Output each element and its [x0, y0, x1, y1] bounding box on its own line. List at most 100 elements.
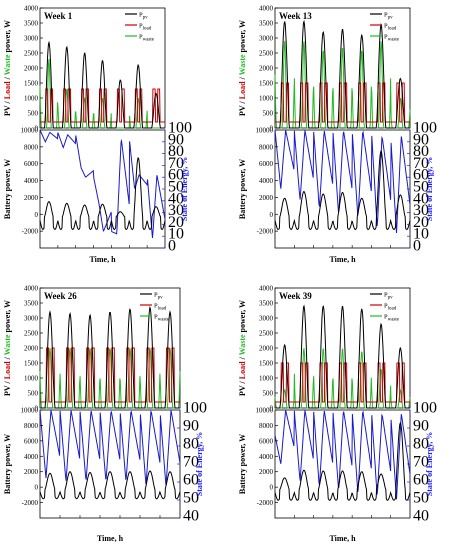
soe-ytick-label: 100: [168, 120, 192, 137]
panel-4: 0 500 1000 1500 2000 2500 3000 3500 4000 -2000 0 20…: [238, 285, 437, 544]
battery-power-line: [39, 470, 181, 500]
legend-label-main: P: [139, 23, 143, 30]
power-axis-label-part: PV: [3, 105, 12, 116]
top-ytick-label: 4000: [24, 285, 39, 293]
legend-label-main: P: [154, 314, 158, 321]
legend-label-sub: waste: [388, 318, 400, 323]
top-ytick-label: 2000: [24, 345, 39, 353]
legend-label-sub: pv: [388, 296, 394, 301]
bottom-ytick-label: 2000: [24, 468, 39, 476]
top-ytick-label: 1000: [259, 375, 274, 383]
soe-ytick-label: 10: [413, 226, 429, 243]
top-ytick-label: 0: [35, 405, 39, 413]
power-axis-label: PV / Load / Waste power, W: [238, 300, 247, 396]
top-ytick-label: 1000: [24, 95, 39, 103]
bottom-ytick-label: 6000: [259, 437, 274, 445]
top-ytick-label: 0: [270, 405, 274, 413]
top-ytick-label: 1500: [24, 360, 39, 368]
power-axis-label-part: Waste: [238, 334, 247, 355]
legend-label-main: P: [384, 292, 388, 299]
x-axis-label: Time, h: [329, 534, 356, 543]
soe-ytick-label: 30: [413, 202, 429, 219]
load-power-line: [275, 82, 410, 123]
legend-label-sub: waste: [143, 38, 155, 43]
bottom-ytick-label: 10000: [21, 127, 39, 135]
top-ytick-label: 2500: [259, 330, 274, 338]
soe-axis-label: State of Energy, %: [425, 432, 434, 496]
top-ytick-label: 3000: [24, 315, 39, 323]
soe-ytick-label: 60: [413, 167, 429, 184]
power-axis-label-part: Waste: [238, 54, 247, 75]
top-ytick-label: 1000: [24, 375, 39, 383]
bottom-ytick-label: 0: [270, 484, 274, 492]
panel-2: 05001000150020002500300035004000-2000020…: [238, 5, 437, 265]
legend-label-sub: load: [143, 27, 152, 32]
top-ytick-label: 500: [263, 110, 274, 118]
week-title: Week 13: [279, 11, 312, 21]
legend-label-sub: pv: [158, 296, 164, 301]
battery-axis-label: Battery power, W: [3, 434, 12, 494]
bottom-ytick-label: 8000: [24, 143, 39, 151]
top-ytick-label: 0: [270, 125, 274, 133]
waste-power-line: [39, 58, 165, 129]
bottom-ytick-label: -2000: [257, 228, 274, 236]
power-axis-label-part: Load: [3, 81, 12, 99]
bottom-ytick-label: 10000: [256, 407, 274, 415]
battery-power-line: [39, 156, 166, 231]
battery-axis-label: Battery power, W: [238, 434, 247, 494]
power-axis-label-part: /: [3, 99, 12, 105]
soe-ytick-label: 60: [413, 472, 429, 489]
top-ytick-label: 3500: [24, 20, 39, 28]
top-ytick-label: 2500: [259, 50, 274, 58]
legend-label-main: P: [384, 314, 388, 321]
week-title: Week 39: [279, 291, 312, 301]
legend-label-sub: load: [388, 307, 397, 312]
x-axis-label: Time, h: [329, 255, 356, 264]
top-ytick-label: 3500: [24, 300, 39, 308]
state-of-energy-line: [274, 410, 411, 500]
bottom-ytick-label: 4000: [24, 177, 39, 185]
bottom-ytick-label: 0: [270, 211, 274, 219]
load-power-line: [275, 362, 410, 403]
bottom-ytick-label: 4000: [259, 453, 274, 461]
legend-label-main: P: [139, 12, 143, 19]
soe-ytick-label: 30: [168, 202, 184, 219]
top-ytick-label: 2000: [259, 345, 274, 353]
soe-ytick-label: 60: [183, 472, 199, 489]
bottom-ytick-label: -2000: [257, 499, 274, 507]
top-ytick-label: 3000: [259, 35, 274, 43]
waste-power-line: [274, 40, 411, 129]
soe-ytick-label: 50: [183, 490, 199, 507]
power-axis-label-part: power, W: [3, 300, 12, 334]
power-axis-label-part: power, W: [238, 20, 247, 54]
bottom-ytick-label: 6000: [24, 160, 39, 168]
power-axis-label-part: /: [238, 379, 247, 385]
top-ytick-label: 1500: [24, 80, 39, 88]
soe-axis-label: State of Energy, %: [180, 157, 189, 221]
soe-ytick-label: 80: [183, 436, 199, 453]
top-ytick-label: 3000: [259, 315, 274, 323]
legend-entry-pv: Ppv: [139, 12, 148, 21]
legend-label-sub: waste: [388, 38, 400, 43]
top-ytick-label: 2500: [24, 330, 39, 338]
legend-entry-load: Pload: [384, 303, 397, 312]
legend-entry-load: Pload: [139, 23, 152, 32]
week-title: Week 1: [44, 11, 73, 21]
soe-ytick-label: 70: [183, 454, 199, 471]
soe-ytick-label: 90: [168, 131, 184, 148]
pv-power-line: [40, 40, 165, 129]
soe-ytick-label: 100: [183, 400, 207, 417]
top-ytick-label: 1000: [259, 95, 274, 103]
bottom-ytick-label: 2000: [259, 194, 274, 202]
legend-label-sub: waste: [158, 318, 170, 323]
x-axis-label: Time, h: [97, 534, 124, 543]
bottom-ytick-label: 0: [35, 484, 39, 492]
legend-entry-pv: Ppv: [384, 292, 393, 301]
power-axis-label-part: Load: [238, 81, 247, 99]
power-axis-label: PV / Load / Waste power, W: [238, 20, 247, 116]
legend-entry-waste: Pwaste: [139, 34, 155, 43]
power-axis-label-part: power, W: [3, 20, 12, 54]
legend-entry-pv: Ppv: [384, 12, 393, 21]
legend-entry-load: Pload: [384, 23, 397, 32]
